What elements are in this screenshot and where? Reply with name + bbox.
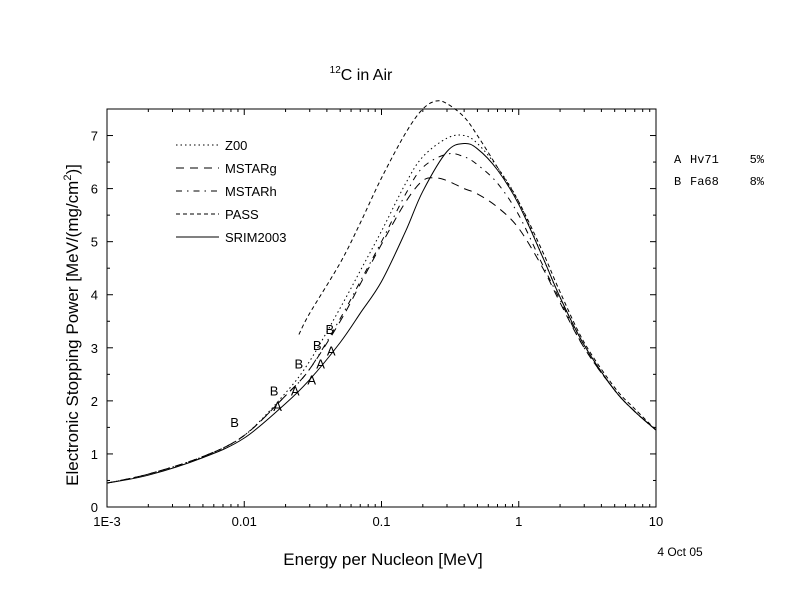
ref-source: Hv71 [690, 153, 719, 167]
x-tick-label: 0.01 [232, 514, 257, 529]
ref-source: Fa68 [690, 175, 719, 189]
y-tick-label: 4 [91, 288, 98, 303]
plot-frame [106, 108, 657, 508]
y-axis: 0 1 2 3 4 5 6 7 [91, 129, 656, 515]
chart-title-superscript: 12 [330, 65, 342, 76]
x-tick-label: 1 [515, 514, 522, 529]
data-marker-b: B [313, 338, 322, 353]
data-marker-a: A [327, 343, 336, 358]
legend-label-mstarh: MSTARh [225, 184, 277, 199]
legend-label-pass: PASS [225, 207, 259, 222]
series-line-z00 [106, 134, 657, 484]
legend: Z00 MSTARg MSTARh PASS SRIM2003 [176, 138, 286, 245]
legend-label-srim2003: SRIM2003 [225, 230, 286, 245]
y-axis-label-tail: )] [63, 164, 82, 174]
series-layer [106, 100, 657, 484]
x-tick-label: 1E-3 [93, 514, 120, 529]
y-tick-label: 1 [91, 447, 98, 462]
legend-label-mstarg: MSTARg [225, 161, 277, 176]
series-line-mstarg [106, 177, 657, 484]
date-stamp: 4 Oct 05 [657, 545, 703, 559]
ref-uncertainty: 8% [750, 175, 765, 189]
chart-title-text: C in Air [341, 67, 393, 84]
data-marker-b: B [230, 415, 239, 430]
data-marker-a: A [307, 373, 316, 388]
ref-uncertainty: 5% [750, 153, 765, 167]
chart-title: 12C in Air [330, 65, 393, 84]
data-marker-b: B [295, 357, 304, 372]
x-tick-label: 10 [649, 514, 663, 529]
y-tick-label: 3 [91, 341, 98, 356]
x-axis-label: Energy per Nucleon [MeV] [283, 550, 482, 569]
y-tick-label: 5 [91, 235, 98, 250]
y-axis-label-main: Electronic Stopping Power [MeV/(mg/cm [63, 181, 82, 486]
data-marker-a: A [316, 357, 325, 372]
y-tick-label: 2 [91, 394, 98, 409]
y-tick-label: 7 [91, 129, 98, 144]
legend-label-z00: Z00 [225, 138, 247, 153]
y-tick-label: 0 [91, 500, 98, 515]
y-axis-label: Electronic Stopping Power [MeV/(mg/cm2)] [62, 164, 82, 486]
series-line-srim2003 [106, 142, 657, 484]
data-marker-b: B [270, 383, 279, 398]
y-axis-label-superscript: 2 [62, 175, 74, 181]
ref-key: A [674, 153, 682, 167]
x-axis: 1E-3 0.01 0.1 1 10 [93, 109, 663, 529]
series-line-pass [298, 100, 657, 431]
series-line-mstarh [106, 153, 657, 484]
reference-legend: A Hv71 5% B Fa68 8% [674, 153, 765, 189]
data-marker-b: B [325, 322, 334, 337]
x-tick-label: 0.1 [372, 514, 390, 529]
data-marker-a: A [291, 383, 300, 398]
data-marker-a: A [273, 399, 282, 414]
ref-key: B [674, 175, 681, 189]
y-tick-label: 6 [91, 182, 98, 197]
